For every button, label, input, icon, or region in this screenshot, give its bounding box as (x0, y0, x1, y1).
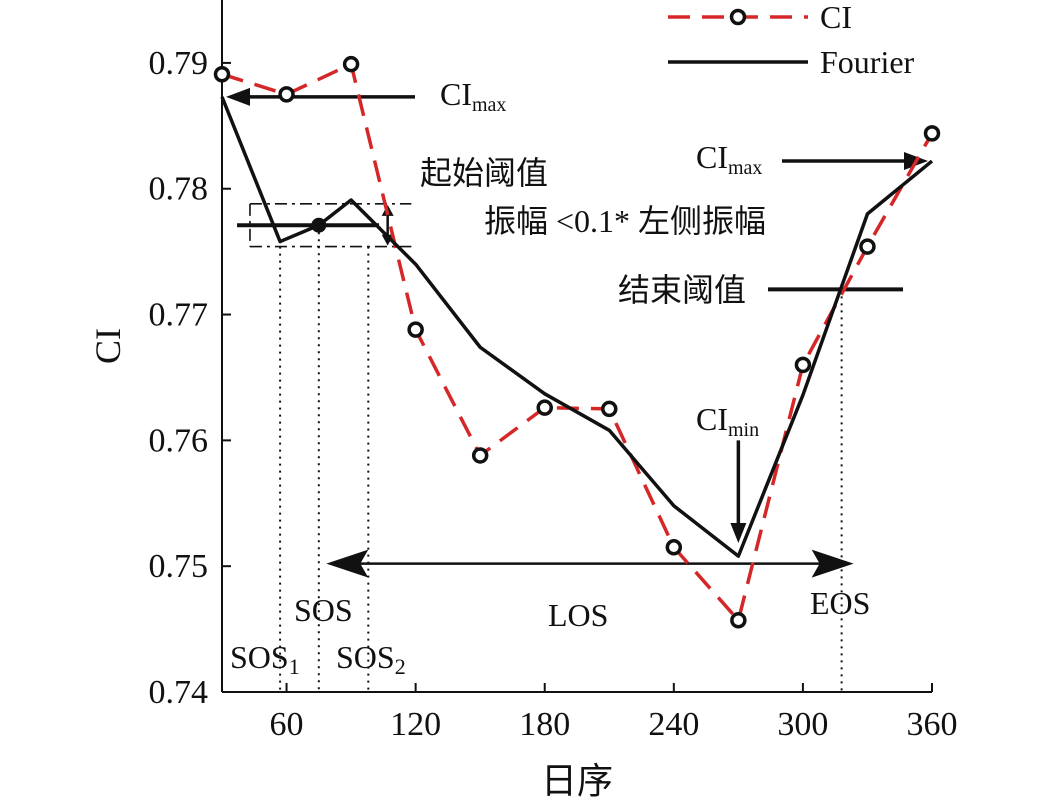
y-tick-label: 0.75 (149, 548, 209, 585)
axes-frame (221, 0, 932, 693)
legend: CI Fourier (668, 0, 915, 80)
legend-fourier-label: Fourier (820, 44, 915, 80)
y-axis-title: CI (88, 328, 128, 364)
y-tick-label: 0.79 (149, 45, 209, 82)
ci-min-arrowhead (730, 523, 747, 544)
axis-ticks: 60 120 180 240 300 360 0.74 0.75 0.76 0.77 0.78 0.7… (88, 45, 958, 800)
ci-max-left-label: CImax (440, 76, 506, 116)
data-series (213, 55, 941, 629)
legend-ci-marker (729, 8, 747, 26)
sos1-label-sub: 1 (289, 654, 300, 679)
series-line-ci (221, 61, 934, 624)
amplitude-note-label: 振幅 <0.1* 左侧振幅 (484, 203, 766, 239)
y-tick-label: 0.74 (149, 674, 209, 711)
ci-max-left-label-main: CI (440, 76, 472, 112)
ci-min-label: CImin (696, 401, 759, 441)
ci-point-marker (536, 399, 553, 416)
x-tick-label: 300 (777, 706, 828, 743)
start-threshold-label: 起始阈值 (420, 155, 548, 191)
ci-max-right-label: CImax (696, 139, 762, 179)
ci-max-right-label-main: CI (696, 139, 728, 175)
x-tick-label: 120 (390, 706, 441, 743)
ci-min-label-sub: min (728, 419, 759, 441)
x-tick-label: 240 (648, 706, 699, 743)
ci-max-left-arrowhead (226, 87, 250, 106)
series-line-fourier (220, 96, 934, 558)
los-arrowhead-right (811, 549, 854, 578)
sos1-label: SOS1 (230, 639, 300, 679)
annotation-lines (226, 87, 928, 692)
sos1-label-main: SOS (230, 639, 289, 675)
ci-point-marker (213, 65, 231, 83)
ci-point-marker (859, 238, 876, 255)
end-threshold-label: 结束阈值 (618, 272, 746, 308)
sos-label: SOS (294, 592, 353, 628)
y-tick-label: 0.76 (149, 422, 209, 459)
x-tick-label: 180 (519, 706, 570, 743)
y-tick-label: 0.78 (149, 171, 209, 208)
los-label: LOS (548, 597, 608, 633)
x-tick-label: 60 (270, 706, 304, 743)
x-tick-label: 360 (907, 706, 958, 743)
x-axis-title: 日序 (541, 761, 613, 800)
ci-max-left-label-sub: max (472, 94, 506, 116)
ci-point-marker (730, 612, 747, 629)
ci-point-marker (407, 321, 424, 338)
legend-ci-label: CI (820, 0, 852, 35)
ci-point-marker (601, 400, 618, 418)
los-arrowhead-left (326, 549, 369, 578)
ci-point-marker (278, 86, 295, 103)
sos2-label-main: SOS (336, 639, 395, 675)
eos-label: EOS (810, 585, 870, 621)
sos-point-marker (311, 217, 327, 233)
ci-point-marker (471, 447, 489, 464)
ci-max-right-label-sub: max (728, 157, 762, 179)
ci-point-marker (794, 356, 812, 374)
ci-point-marker (342, 55, 360, 73)
sos2-label: SOS2 (336, 639, 406, 679)
ci-point-marker (665, 539, 683, 556)
ci-min-label-main: CI (696, 401, 728, 437)
y-tick-label: 0.77 (149, 297, 209, 334)
sos2-label-sub: 2 (395, 654, 406, 679)
ci-point-marker (923, 125, 941, 142)
